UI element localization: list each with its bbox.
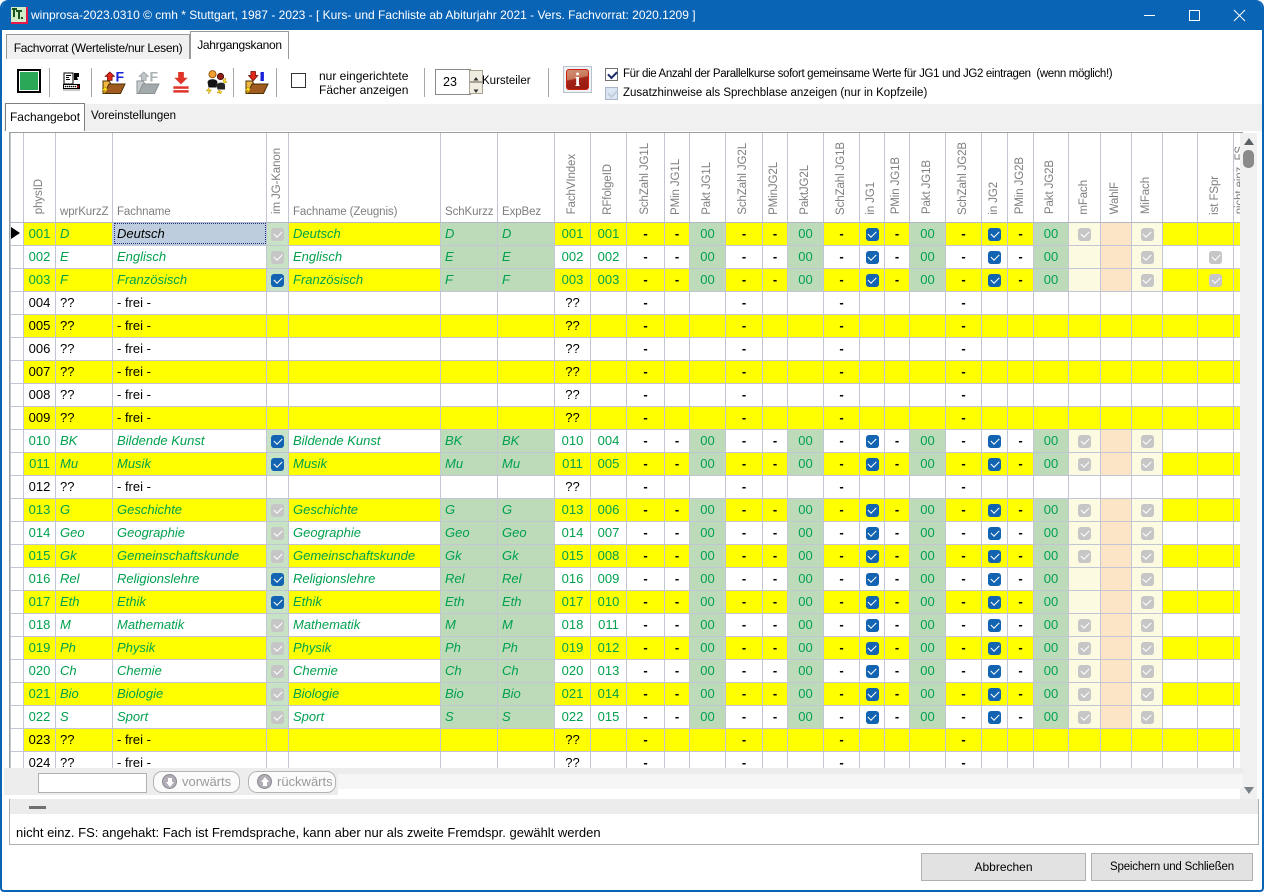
svg-text:F: F	[150, 71, 159, 85]
svg-text:F: F	[116, 71, 125, 85]
